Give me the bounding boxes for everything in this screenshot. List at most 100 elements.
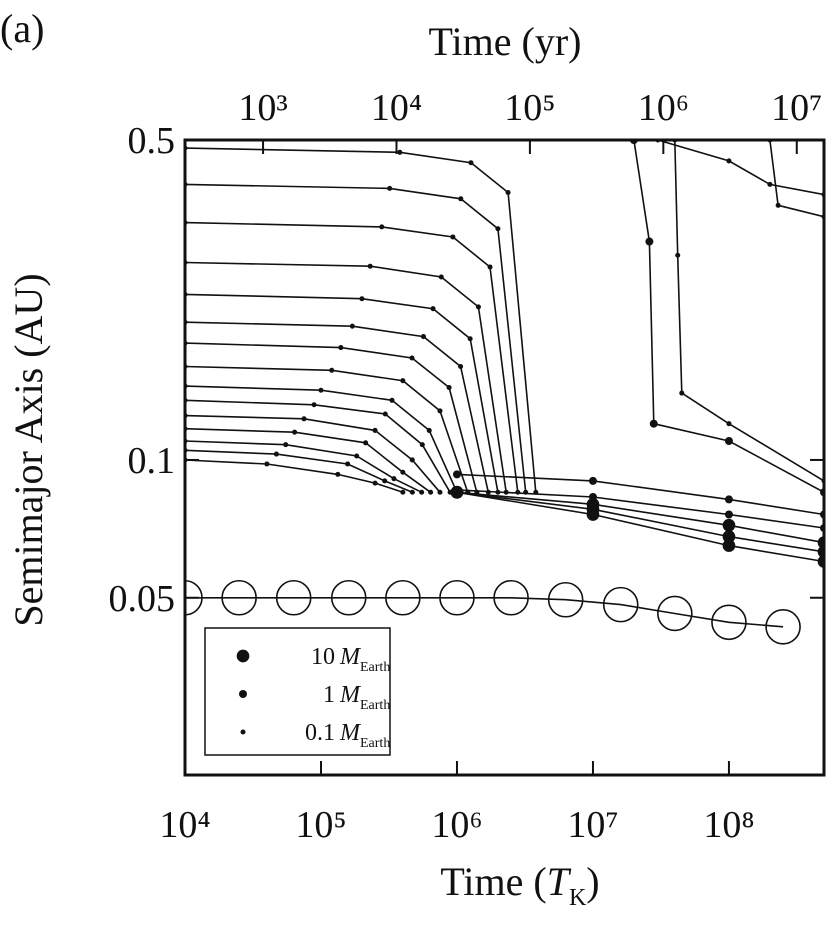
legend-subscript: Earth xyxy=(360,698,390,713)
x-tick-label: 10⁴ xyxy=(159,804,210,846)
planet-marker xyxy=(335,471,341,477)
legend-unit: MEarth xyxy=(339,720,390,751)
x-tick-label: 10⁶ xyxy=(431,804,482,846)
track xyxy=(185,427,432,493)
planet-marker xyxy=(450,234,456,240)
track xyxy=(456,491,824,553)
planet-marker xyxy=(426,427,432,433)
legend-label: 1 xyxy=(323,682,335,708)
planet-marker xyxy=(722,518,736,532)
hot-jupiter-marker xyxy=(275,579,312,616)
planet-marker xyxy=(273,451,279,457)
legend-unit: MEarth xyxy=(339,644,390,675)
planet-marker xyxy=(397,149,403,155)
planet-marker xyxy=(724,495,733,504)
planet-marker xyxy=(438,274,444,280)
planet-marker xyxy=(437,489,443,495)
planet-marker xyxy=(382,478,388,484)
legend-mass: 0.1 xyxy=(305,720,335,746)
planet-marker xyxy=(722,530,736,543)
plot-frame xyxy=(183,138,826,777)
planet-marker xyxy=(420,334,426,340)
planet-marker xyxy=(775,202,781,208)
hot-jupiter-marker xyxy=(493,579,529,616)
planet-marker xyxy=(400,469,406,475)
track xyxy=(185,440,423,494)
planet-marker xyxy=(724,437,733,446)
planet-marker xyxy=(391,476,397,482)
planet-marker xyxy=(349,323,355,329)
legend-box xyxy=(204,627,391,756)
planet-marker xyxy=(338,345,344,351)
legend-mass: 1 xyxy=(323,682,335,708)
track xyxy=(185,597,784,628)
x2-tick-label: 10³ xyxy=(238,87,287,129)
planet-marker xyxy=(382,411,388,417)
track xyxy=(185,342,478,493)
planet-marker xyxy=(354,453,360,459)
planet-marker xyxy=(679,390,685,396)
planet-marker xyxy=(387,185,393,191)
track xyxy=(456,473,824,516)
legend-symbol: M xyxy=(339,720,362,746)
track xyxy=(185,261,507,493)
x-tick-label: 10⁸ xyxy=(703,804,754,846)
planet-marker xyxy=(649,419,658,428)
x2-tick-label: 10⁷ xyxy=(771,87,822,129)
track xyxy=(456,489,824,529)
track xyxy=(185,449,413,494)
hot-jupiter-marker xyxy=(657,595,693,632)
x-title-close: ) xyxy=(586,859,599,904)
planet-marker xyxy=(311,402,317,408)
legend-symbol: M xyxy=(339,682,362,708)
planet-marker xyxy=(379,224,385,230)
hot-jupiter-marker xyxy=(330,579,367,616)
planet-marker xyxy=(329,367,335,373)
planet-marker xyxy=(359,296,365,302)
planet-marker xyxy=(428,489,434,495)
legend-marker xyxy=(239,690,247,698)
x-title-subscript: K xyxy=(569,885,587,911)
planet-marker xyxy=(409,489,415,495)
x2-axis-title: Time (yr) xyxy=(429,19,582,64)
hot-jupiter-marker xyxy=(385,579,421,616)
legend-marker xyxy=(236,649,250,663)
planet-marker xyxy=(301,416,307,422)
y-tick-label: 0.1 xyxy=(128,440,176,482)
planet-marker xyxy=(645,237,654,246)
hot-jupiter-marker xyxy=(439,579,475,616)
x-tick-label: 10⁵ xyxy=(295,804,346,846)
planet-marker xyxy=(283,442,289,448)
planet-marker xyxy=(722,539,736,552)
legend-label: 0.1 xyxy=(305,720,335,746)
planet-marker xyxy=(372,480,378,486)
hot-jupiter-marker xyxy=(185,579,203,616)
y-tick-label: 0.5 xyxy=(128,120,176,162)
planet-marker xyxy=(292,429,298,435)
planet-marker xyxy=(817,555,824,568)
planet-marker xyxy=(389,397,395,403)
legend-symbol: M xyxy=(339,644,362,670)
panel-label: (a) xyxy=(0,6,44,51)
track xyxy=(456,491,824,563)
planet-marker xyxy=(724,510,733,519)
x-title-symbol: T xyxy=(547,859,572,904)
x-tick-label: 10⁷ xyxy=(567,804,618,846)
track xyxy=(456,491,824,544)
planet-marker xyxy=(675,252,681,258)
planet-marker xyxy=(468,160,474,166)
planet-marker xyxy=(475,304,481,310)
legend-subscript: Earth xyxy=(360,736,390,751)
x-axis-title: Time (TK) xyxy=(440,859,599,911)
planet-marker xyxy=(452,470,461,479)
planet-marker xyxy=(767,181,773,187)
legend-subscript: Earth xyxy=(360,660,390,675)
planet-marker xyxy=(726,421,732,427)
planet-marker xyxy=(458,363,464,370)
track xyxy=(185,147,537,493)
x2-tick-label: 10⁴ xyxy=(371,87,422,129)
plot-data xyxy=(185,140,824,645)
planet-marker xyxy=(588,476,597,485)
planet-marker xyxy=(318,387,324,393)
